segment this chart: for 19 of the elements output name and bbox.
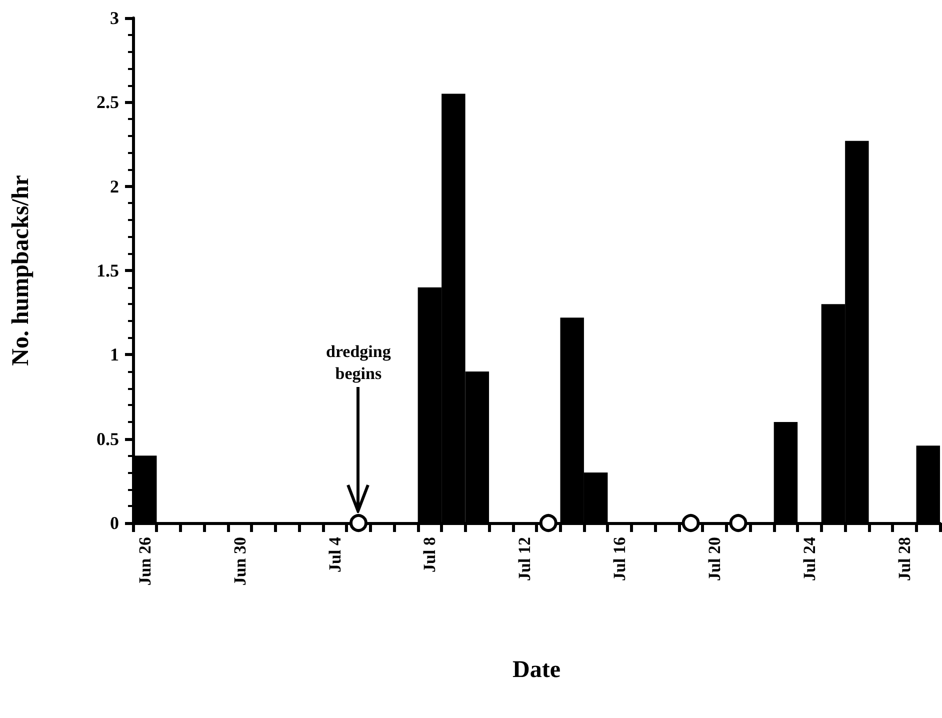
- x-tick-label: Jul 24: [800, 536, 819, 581]
- x-tick-label: Jul 12: [515, 537, 534, 581]
- y-tick-label: 2: [110, 176, 119, 196]
- x-tick-label: Jul 8: [420, 537, 440, 572]
- x-tick-label: Jul 28: [894, 537, 914, 581]
- annotation: dredging begins: [326, 341, 391, 385]
- y-tick-label: 0.5: [96, 428, 119, 449]
- x-tick-label: Jun 30: [230, 537, 250, 586]
- x-tick-label: Jun 26: [135, 537, 154, 586]
- y-tick-label: 3: [110, 8, 119, 28]
- y-tick-label: 2.5: [96, 92, 119, 112]
- y-tick-label: 0: [110, 513, 119, 533]
- x-tick-label: Jul 16: [610, 537, 630, 581]
- y-axis-title: No. humpbacks/hr: [8, 174, 34, 366]
- x-tick-label: Jul 4: [325, 536, 344, 572]
- y-tick-label: 1: [110, 344, 119, 365]
- y-tick-label: 1.5: [96, 260, 119, 280]
- x-tick-label: Jul 20: [705, 537, 724, 581]
- x-axis-title: Date: [512, 657, 561, 683]
